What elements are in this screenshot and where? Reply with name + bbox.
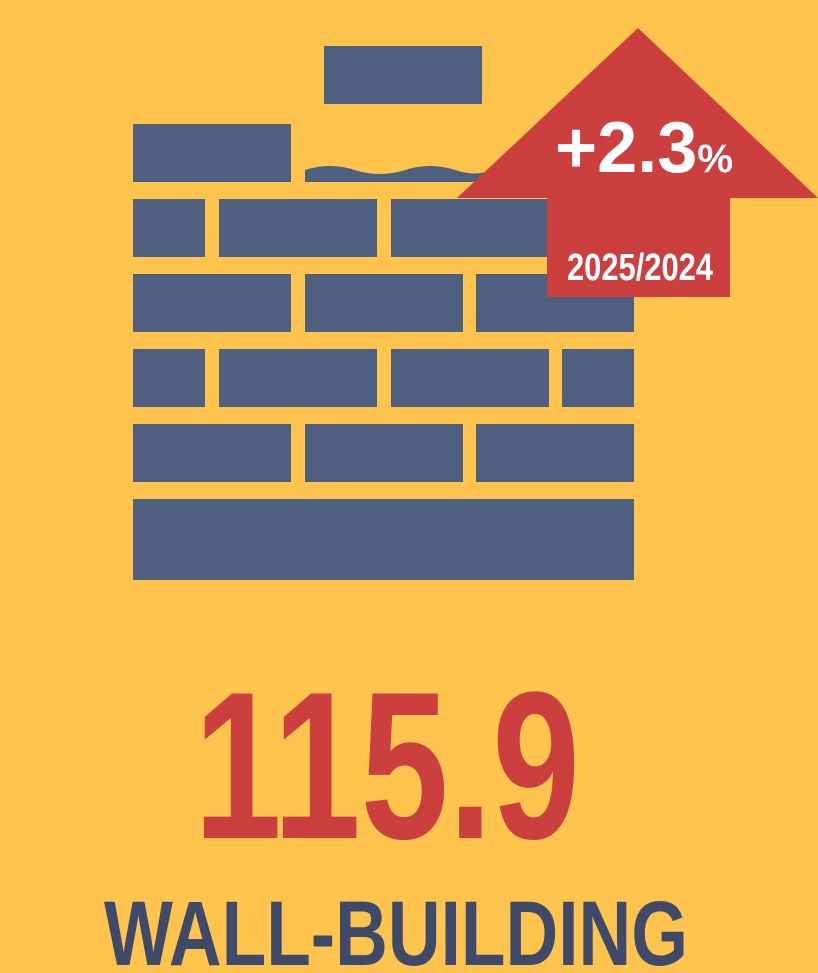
brick [476, 424, 634, 482]
brick [391, 349, 549, 407]
period: 2025/2024 [567, 247, 713, 289]
brick [324, 46, 482, 104]
brick [305, 274, 463, 332]
brick [305, 424, 463, 482]
brick [219, 349, 377, 407]
infographic: +2.3% 2025/2024 115.9 WALL-BUILDING [0, 0, 818, 973]
change-value: +2.3 [555, 108, 697, 188]
main-value: 115.9 [194, 648, 580, 883]
brick-base [133, 499, 634, 580]
change-unit: % [697, 137, 733, 181]
brick [391, 199, 549, 257]
brick [133, 274, 291, 332]
brick [562, 349, 634, 407]
brick [133, 199, 205, 257]
page: {"badge": {"change": "+2.3", "unit": "%"… [0, 0, 818, 973]
brick [133, 124, 291, 182]
brick [219, 199, 377, 257]
brick [133, 349, 205, 407]
brick [133, 424, 291, 482]
main-label: WALL-BUILDING [104, 883, 688, 973]
